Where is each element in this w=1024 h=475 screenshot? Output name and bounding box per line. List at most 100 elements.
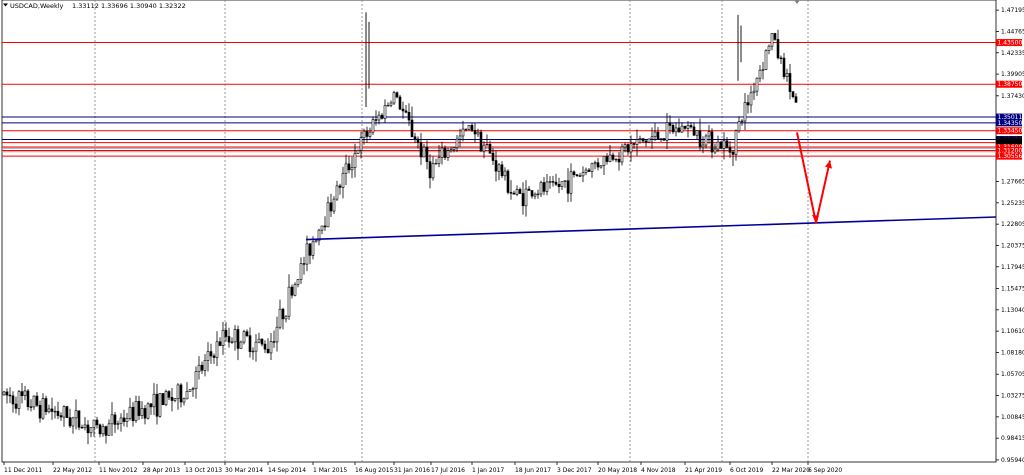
arrowhead-icon: [825, 160, 832, 169]
candle-body: [497, 164, 501, 172]
candle-body: [197, 364, 201, 372]
candle-body: [404, 110, 408, 113]
candle-body: [191, 388, 195, 390]
candle-body: [791, 91, 795, 98]
candle-body: [647, 138, 651, 143]
y-tick-label: 1.20375: [1001, 242, 1024, 249]
candle-body: [68, 417, 72, 427]
price-tag-label: 1.38750: [998, 81, 1023, 88]
candle-body: [488, 143, 492, 154]
candle-body: [221, 329, 225, 346]
candle-body: [5, 391, 9, 396]
candle-body: [470, 125, 474, 131]
candle-body: [101, 426, 105, 435]
y-tick-label: 1.05705: [1001, 371, 1024, 378]
candle-body: [38, 405, 42, 419]
candle-body: [317, 229, 321, 242]
candle-body: [512, 192, 516, 195]
candle-body: [602, 156, 606, 166]
candle-body: [698, 130, 702, 148]
candle-body: [104, 426, 108, 436]
candle-body: [695, 130, 699, 136]
x-tick-label: 16 Aug 2015: [355, 467, 394, 474]
candle-body: [86, 424, 90, 434]
candle-body: [728, 147, 732, 153]
candle-body: [2, 391, 6, 396]
candle-body: [650, 136, 654, 140]
candle-body: [680, 125, 684, 133]
candle-body: [320, 225, 324, 231]
candle-body: [599, 165, 603, 168]
x-tick-label: 3 Dec 2017: [557, 467, 592, 474]
ascending-trendline[interactable]: [305, 216, 997, 241]
candle-body: [770, 33, 774, 47]
candle-body: [155, 393, 159, 417]
candle-body: [419, 142, 423, 158]
candle-body: [239, 341, 243, 349]
candle-body: [776, 39, 780, 59]
candle-body: [563, 180, 567, 182]
candle-body: [299, 263, 303, 280]
candle-body: [626, 144, 630, 153]
candle-body: [371, 119, 375, 133]
candle-body: [584, 169, 588, 173]
candles-layer: [2, 12, 798, 445]
candle-body: [431, 163, 435, 179]
tags-layer: 1.435001.387501.334501.321001.316001.312…: [996, 39, 1022, 160]
candle-body: [644, 140, 648, 143]
candle-body: [113, 414, 117, 425]
candle-body: [413, 136, 417, 140]
candle-body: [605, 156, 609, 162]
candle-body: [119, 417, 123, 424]
y-tick-label: 1.37430: [1001, 93, 1024, 100]
candle-body: [746, 102, 750, 106]
candle-body: [95, 419, 99, 426]
candle-body: [500, 164, 504, 177]
candle-body: [365, 130, 369, 137]
candle-body: [377, 114, 381, 121]
candle-body: [494, 160, 498, 172]
dropdown-triangle-icon[interactable]: [3, 3, 8, 7]
candle-body: [164, 391, 168, 406]
candle-body: [245, 331, 249, 336]
candle-body: [635, 139, 639, 145]
candle-body: [560, 181, 564, 188]
candle-body: [530, 190, 534, 197]
candle-body: [236, 329, 240, 349]
plot-frame: [1, 0, 997, 463]
candle-body: [350, 167, 354, 171]
candle-body: [752, 90, 756, 94]
candle-body: [542, 182, 546, 192]
candle-body: [491, 152, 495, 161]
candle-body: [485, 143, 489, 146]
candle-body: [158, 393, 162, 417]
candle-body: [227, 336, 231, 343]
x-tick-label: 1 Mar 2015: [313, 467, 347, 474]
candle-body: [212, 355, 216, 358]
candle-body: [506, 170, 510, 193]
candle-body: [116, 423, 120, 425]
candle-body: [731, 152, 735, 155]
candle-body: [392, 92, 396, 104]
projection-arrow-path[interactable]: [796, 132, 831, 224]
one-click-handle[interactable]: [794, 0, 800, 4]
candle-body: [248, 335, 252, 352]
candle-body: [674, 127, 678, 133]
candle-body: [323, 225, 327, 228]
candle-body: [554, 181, 558, 185]
candle-body: [341, 172, 345, 188]
y-tick-label: 1.03275: [1001, 393, 1024, 400]
candle-body: [146, 403, 150, 419]
candle-body: [440, 147, 444, 158]
candle-body: [356, 149, 360, 154]
candle-body: [314, 240, 318, 243]
candle-body: [662, 138, 666, 141]
price-tag: [996, 127, 1022, 135]
candle-body: [176, 384, 180, 399]
candle-body: [704, 135, 708, 146]
candle-body: [143, 408, 147, 419]
candle-body: [719, 141, 723, 149]
candle-body: [515, 189, 519, 195]
candle-body: [401, 108, 405, 112]
